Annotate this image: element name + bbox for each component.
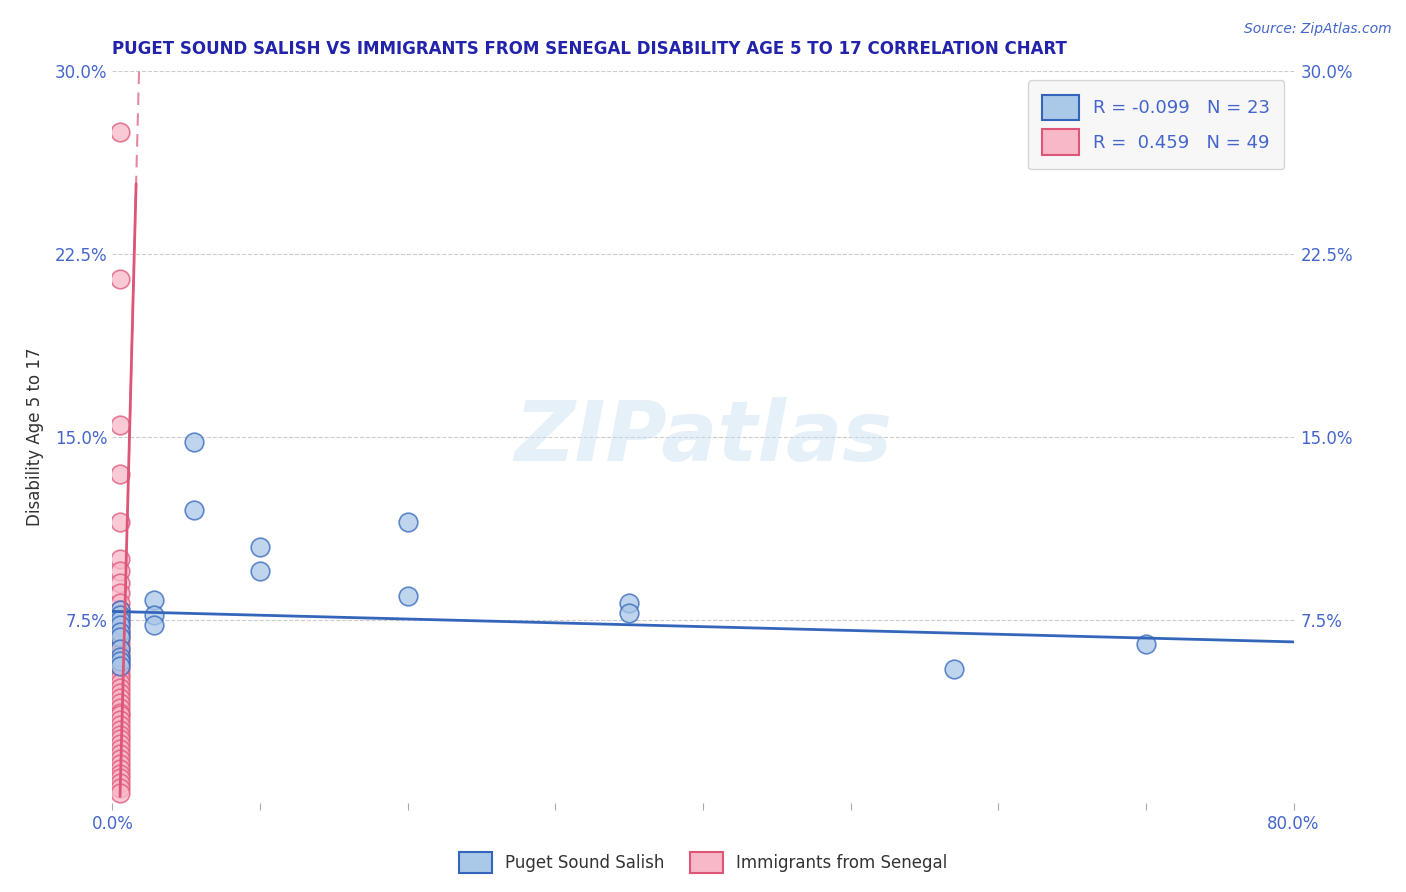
Point: [108, 676, 131, 690]
Point: [108, 617, 131, 632]
Point: [619, 596, 641, 610]
Point: [108, 596, 131, 610]
Point: [108, 659, 131, 673]
Point: [108, 637, 131, 651]
Point: [249, 540, 271, 554]
Point: [1135, 637, 1157, 651]
Point: [108, 657, 131, 671]
Point: [108, 576, 131, 591]
Point: [108, 732, 131, 747]
Point: [183, 434, 205, 449]
Point: [619, 606, 641, 620]
Point: [108, 781, 131, 796]
Point: [108, 516, 131, 530]
Point: [396, 589, 419, 603]
Point: [142, 608, 165, 623]
Point: [108, 727, 131, 741]
Point: [108, 649, 131, 664]
Point: [108, 718, 131, 732]
Point: [108, 752, 131, 766]
Y-axis label: Disability Age 5 to 17: Disability Age 5 to 17: [25, 348, 44, 526]
Point: [108, 608, 131, 623]
Point: [108, 642, 131, 657]
Point: [108, 737, 131, 751]
Point: [108, 747, 131, 761]
Legend: Puget Sound Salish, Immigrants from Senegal: Puget Sound Salish, Immigrants from Sene…: [451, 846, 955, 880]
Point: [108, 467, 131, 481]
Point: [108, 654, 131, 668]
Point: [942, 662, 965, 676]
Point: [108, 625, 131, 640]
Text: ZIPatlas: ZIPatlas: [515, 397, 891, 477]
Point: [108, 630, 131, 644]
Point: [108, 672, 131, 686]
Point: [396, 516, 419, 530]
Point: [108, 772, 131, 786]
Point: [108, 776, 131, 790]
Point: [108, 552, 131, 566]
Point: [108, 662, 131, 676]
Point: [108, 706, 131, 720]
Point: [108, 696, 131, 710]
Point: [108, 125, 131, 139]
Point: [183, 503, 205, 517]
Point: [108, 564, 131, 578]
Point: [142, 617, 165, 632]
Point: [108, 608, 131, 623]
Point: [249, 564, 271, 578]
Point: [108, 742, 131, 756]
Point: [108, 603, 131, 617]
Point: [108, 652, 131, 666]
Point: [108, 627, 131, 641]
Point: [108, 723, 131, 737]
Point: [108, 632, 131, 647]
Point: [108, 613, 131, 627]
Point: [108, 766, 131, 780]
Point: [108, 623, 131, 637]
Point: [108, 647, 131, 661]
Point: [108, 666, 131, 681]
Text: Source: ZipAtlas.com: Source: ZipAtlas.com: [1244, 22, 1392, 37]
Point: [142, 593, 165, 607]
Point: [108, 708, 131, 723]
Point: [108, 786, 131, 800]
Point: [108, 642, 131, 657]
Point: [108, 617, 131, 632]
Point: [108, 762, 131, 776]
Point: [108, 603, 131, 617]
Point: [108, 700, 131, 714]
Point: [108, 586, 131, 600]
Point: [108, 713, 131, 727]
Point: [108, 756, 131, 771]
Point: [108, 271, 131, 285]
Legend: R = -0.099   N = 23, R =  0.459   N = 49: R = -0.099 N = 23, R = 0.459 N = 49: [1028, 80, 1285, 169]
Point: [108, 690, 131, 705]
Point: [108, 686, 131, 700]
Point: [108, 613, 131, 627]
Point: [108, 681, 131, 696]
Point: [108, 417, 131, 432]
Text: PUGET SOUND SALISH VS IMMIGRANTS FROM SENEGAL DISABILITY AGE 5 TO 17 CORRELATION: PUGET SOUND SALISH VS IMMIGRANTS FROM SE…: [112, 40, 1067, 58]
